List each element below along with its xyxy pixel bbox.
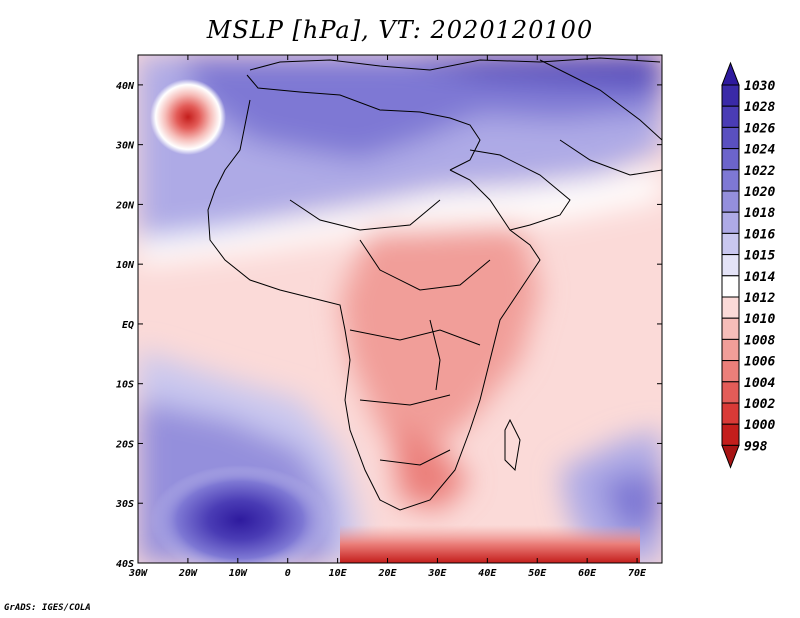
lat-label: 20N — [115, 200, 135, 211]
axis-ticks — [137, 55, 662, 564]
lon-label: 10E — [329, 568, 348, 579]
colorbar: 1030 1028 1026 1024 1022 1020 1018 1016 1015 1014… — [721, 61, 775, 469]
lon-label: 40E — [478, 568, 497, 579]
lat-label: 10N — [116, 260, 135, 271]
colorbar-label: 1010 — [744, 312, 775, 327]
colorbar-swatch — [721, 296, 740, 319]
colorbar-label: 1012 — [744, 291, 775, 306]
colorbar-label: 1002 — [744, 397, 775, 412]
colorbar-swatch — [721, 169, 740, 192]
colorbar-swatch — [721, 275, 740, 298]
colorbar-swatch — [721, 148, 740, 171]
colorbar-swatch — [721, 105, 740, 128]
colorbar-swatch — [721, 360, 740, 383]
colorbar-arrow-top — [721, 61, 740, 86]
colorbar-swatch — [721, 402, 740, 425]
lat-label: 10S — [116, 380, 134, 391]
longitude-labels: 30W 20W 10W 0 10E 20E 30E 40E 50E 60E 70E — [128, 568, 647, 579]
latitude-labels: 40N 30N 20N 10N EQ 10S 20S 30S 40S — [115, 81, 135, 570]
colorbar-label: 1008 — [744, 333, 775, 348]
colorbar-label: 1020 — [744, 185, 775, 200]
colorbar-swatch — [721, 211, 740, 234]
lat-label: 40N — [116, 81, 135, 92]
lon-label: 10W — [229, 568, 248, 579]
colorbar-label: 1024 — [744, 143, 775, 158]
lon-label: 70E — [628, 568, 647, 579]
colorbar-label: 1004 — [744, 376, 775, 391]
lat-label: 20S — [115, 439, 134, 450]
colorbar-label: 1030 — [744, 79, 775, 94]
colorbar-label: 1015 — [744, 249, 775, 264]
colorbar-swatch — [721, 254, 740, 277]
colorbar-label: 998 — [744, 439, 768, 454]
colorbar-label: 1022 — [744, 164, 775, 179]
map-title: MSLP [hPa], VT: 2020120100 — [206, 16, 594, 44]
colorbar-swatch — [721, 190, 740, 213]
colorbar-swatch — [721, 232, 740, 256]
lat-label: 30S — [115, 499, 134, 510]
colorbar-label: 1016 — [744, 227, 775, 242]
map-frame — [137, 54, 663, 564]
coastlines — [207, 57, 662, 511]
credit-text: GrADS: IGES/COLA — [4, 603, 91, 613]
colorbar-swatch — [721, 381, 740, 404]
lon-label: 60E — [578, 568, 597, 579]
lon-label: 0 — [285, 568, 291, 579]
colorbar-arrow-bottom — [721, 444, 740, 469]
colorbar-swatch — [721, 317, 740, 340]
colorbar-label: 1018 — [744, 206, 775, 221]
colorbar-swatch — [721, 84, 740, 107]
colorbar-swatch — [721, 338, 740, 362]
lon-label: 50E — [528, 568, 547, 579]
lon-label: 30E — [427, 568, 447, 579]
colorbar-swatch — [721, 126, 740, 150]
colorbar-label: 1000 — [744, 418, 775, 433]
colorbar-label: 1006 — [744, 355, 775, 370]
colorbar-label: 1014 — [744, 270, 775, 285]
colorbar-label: 1026 — [744, 121, 775, 136]
colorbar-swatch — [721, 423, 740, 446]
lon-label: 30W — [128, 568, 148, 579]
lon-label: 20W — [178, 568, 198, 579]
lat-label: EQ — [122, 320, 134, 331]
colorbar-label: 1028 — [744, 100, 775, 115]
lon-label: 20E — [377, 568, 397, 579]
lat-label: 30N — [115, 141, 135, 152]
pressure-field — [138, 55, 662, 563]
lat-label: 40S — [116, 559, 134, 570]
